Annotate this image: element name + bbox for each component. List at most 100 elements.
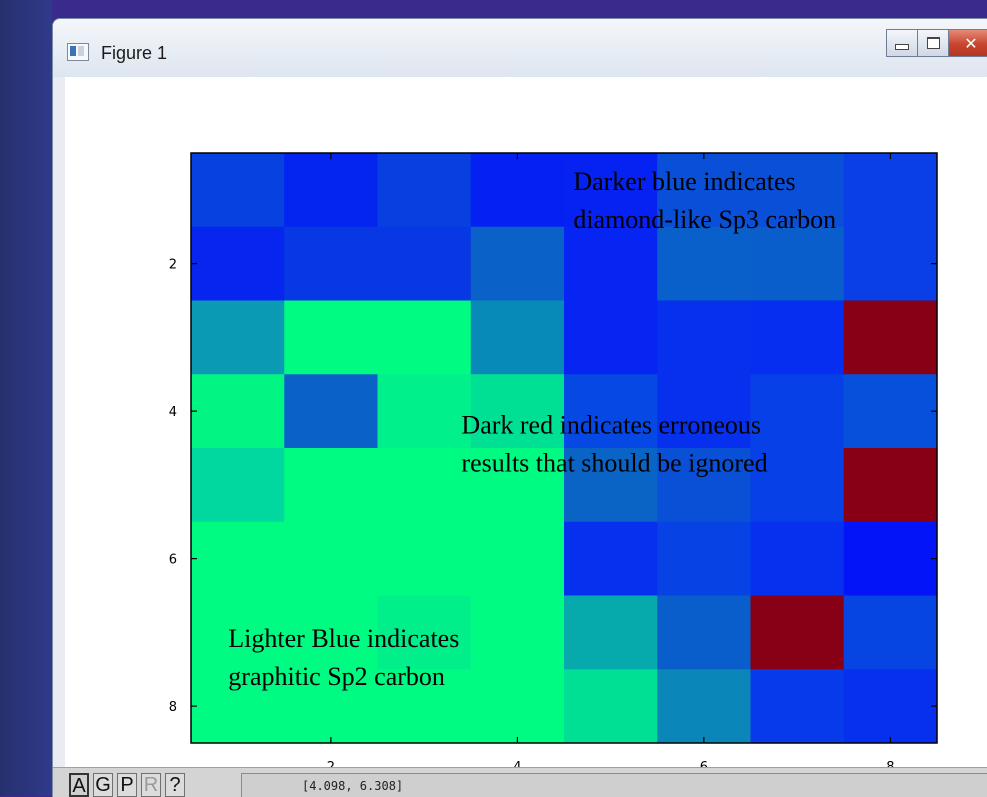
heatmap-cell-r2-c2 xyxy=(284,226,378,301)
heatmap-cell-r8-c6 xyxy=(657,669,751,744)
figure-window: Figure 1 ✕ 2 4 6 8 2 4 6 8 Darker blue indicates… xyxy=(52,18,987,797)
coordinate-text: [4.098, 6.308] xyxy=(302,779,404,793)
heatmap-cell-r6-c7 xyxy=(750,521,845,596)
x-tick-label-2: 2 xyxy=(327,760,335,767)
print-button[interactable]: P xyxy=(117,773,137,797)
annotation-2-line-2: results that should be ignored xyxy=(461,448,767,477)
x-tick-label-4: 4 xyxy=(513,760,521,767)
heatmap-cell-r7-c3 xyxy=(377,595,472,670)
heatmap-cell-r7-c5 xyxy=(564,595,658,670)
y-tick-label-2: 2 xyxy=(169,258,177,273)
heatmap-cell-r1-c2 xyxy=(284,153,378,228)
heatmap-cell-r2-c1 xyxy=(191,226,285,301)
heatmap-cell-r8-c4 xyxy=(470,669,565,744)
annotation-3-line-2: graphitic Sp2 carbon xyxy=(228,662,445,691)
annotation-1-line-2: diamond-like Sp3 carbon xyxy=(573,205,836,234)
minimize-icon xyxy=(895,44,909,50)
heatmap-cell-r1-c6 xyxy=(657,153,751,228)
heatmap-cell-r4-c8 xyxy=(843,374,938,449)
heatmap-cell-r1-c3 xyxy=(377,153,472,228)
maximize-button[interactable] xyxy=(917,29,949,57)
heatmap-cell-r2-c5 xyxy=(564,226,658,301)
minimize-button[interactable] xyxy=(886,29,918,57)
annotation-2-line-1: Dark red indicates erroneous xyxy=(461,410,761,439)
heatmap-cell-r8-c1 xyxy=(191,669,285,744)
heatmap-cell-r4-c4 xyxy=(470,374,565,449)
heatmap-cell-r6-c3 xyxy=(377,521,472,596)
heatmap-cell-r2-c8 xyxy=(843,226,938,301)
heatmap-cell-r2-c4 xyxy=(470,226,565,301)
heatmap-cell-r2-c7 xyxy=(750,226,845,301)
heatmap-cell-r5-c1 xyxy=(191,448,285,523)
heatmap-cell-r3-c5 xyxy=(564,300,658,375)
heatmap-cell-r5-c7 xyxy=(750,448,845,523)
coordinate-readout: [4.098, 6.308] xyxy=(241,773,987,797)
y-tick-label-6: 6 xyxy=(169,553,177,568)
heatmap-chart: 2 4 6 8 2 4 6 8 Darker blue indicates diamond-lik… xyxy=(169,152,938,775)
heatmap-cell-r4-c1 xyxy=(191,374,285,449)
heatmap-cell-r6-c6 xyxy=(657,521,751,596)
heatmap-cell-r7-c2 xyxy=(284,595,378,670)
heatmap-cell-r7-c1 xyxy=(191,595,285,670)
heatmap-cell-r1-c8 xyxy=(843,153,938,228)
heatmap-cell-r3-c4 xyxy=(470,300,565,375)
heatmap-cell-r4-c7 xyxy=(750,374,845,449)
desktop-background xyxy=(0,0,52,796)
heatmap-cell-r5-c6 xyxy=(657,448,751,523)
autoscale-button[interactable]: A xyxy=(69,773,89,797)
heatmap-cell-r4-c3 xyxy=(377,374,472,449)
heatmap-cell-r8-c5 xyxy=(564,669,658,744)
heatmap-cell-r3-c2 xyxy=(284,300,378,375)
y-tick-label-4: 4 xyxy=(169,405,177,420)
heatmap-cell-r3-c8 xyxy=(843,300,938,375)
heatmap-cell-r1-c5 xyxy=(564,153,658,228)
heatmap-cell-r4-c5 xyxy=(564,374,658,449)
heatmap-cell-r8-c3 xyxy=(377,669,472,744)
maximize-icon xyxy=(926,37,940,49)
heatmap-cell-r6-c4 xyxy=(470,521,565,596)
heatmap-cell-r7-c4 xyxy=(470,595,565,670)
heatmap-cell-r5-c2 xyxy=(284,448,378,523)
heatmap-cell-r5-c8 xyxy=(843,448,938,523)
annotation-3-line-1: Lighter Blue indicates xyxy=(228,624,459,653)
heatmap-cell-r6-c2 xyxy=(284,521,378,596)
heatmap-cell-r7-c8 xyxy=(843,595,938,670)
figure-canvas[interactable]: 2 4 6 8 2 4 6 8 Darker blue indicates diamond-lik… xyxy=(65,77,987,775)
x-tick-label-8: 8 xyxy=(886,760,894,767)
heatmap-cell-r5-c3 xyxy=(377,448,472,523)
grid-button[interactable]: G xyxy=(93,773,113,797)
heatmap-cell-r8-c2 xyxy=(284,669,378,744)
window-controls: ✕ xyxy=(886,29,987,57)
heatmap-cell-r1-c7 xyxy=(750,153,845,228)
annotation-1-line-1: Darker blue indicates xyxy=(573,167,795,196)
figure-toolbar: A G P R ? [4.098, 6.308] xyxy=(53,767,987,797)
heatmap-cell-r8-c7 xyxy=(750,669,845,744)
heatmap-cell-r6-c8 xyxy=(843,521,938,596)
heatmap-cell-r1-c4 xyxy=(470,153,565,228)
heatmap-cell-r2-c6 xyxy=(657,226,751,301)
y-tick-label-8: 8 xyxy=(169,700,177,715)
heatmap-cell-r7-c7 xyxy=(750,595,845,670)
heatmap-cell-r4-c2 xyxy=(284,374,378,449)
heatmap-cell-r8-c8 xyxy=(843,669,938,744)
plot-frame xyxy=(190,152,938,744)
heatmap-cell-r1-c1 xyxy=(191,153,285,228)
heatmap-cell-r3-c3 xyxy=(377,300,472,375)
heatmap-cell-r3-c7 xyxy=(750,300,845,375)
window-title: Figure 1 xyxy=(101,43,168,63)
heatmap-cell-r2-c3 xyxy=(377,226,472,301)
heatmap-cell-r7-c6 xyxy=(657,595,751,670)
heatmap-cell-r4-c6 xyxy=(657,374,751,449)
figure-app-icon xyxy=(67,43,89,61)
heatmap-cell-r6-c1 xyxy=(191,521,285,596)
close-icon: ✕ xyxy=(964,33,978,53)
heatmap-cell-r5-c5 xyxy=(564,448,658,523)
heatmap-cell-r3-c6 xyxy=(657,300,751,375)
heatmap-cell-r3-c1 xyxy=(191,300,285,375)
x-tick-label-6: 6 xyxy=(700,760,708,767)
close-button[interactable]: ✕ xyxy=(948,29,987,57)
help-button[interactable]: ? xyxy=(165,773,185,797)
ruler-button[interactable]: R xyxy=(141,773,161,797)
title-bar[interactable]: Figure 1 ✕ xyxy=(53,19,987,77)
heatmap-cell-r5-c4 xyxy=(470,448,565,523)
